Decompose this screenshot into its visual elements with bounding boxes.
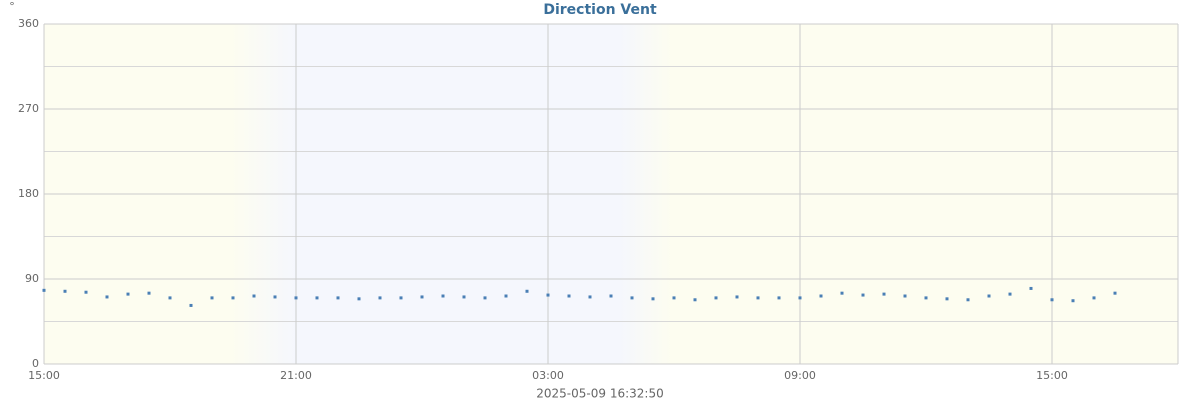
- data-point: [399, 296, 403, 300]
- data-point: [819, 294, 823, 298]
- data-point: [1092, 296, 1096, 300]
- data-point: [294, 296, 298, 300]
- data-point: [588, 295, 592, 299]
- y-tick-label: 270: [18, 102, 39, 115]
- data-point: [882, 292, 886, 296]
- data-point: [546, 293, 550, 297]
- data-point: [525, 289, 529, 293]
- data-point: [483, 296, 487, 300]
- data-point: [609, 294, 613, 298]
- y-tick-label: 0: [32, 357, 39, 370]
- data-point: [315, 296, 319, 300]
- data-point: [945, 297, 949, 301]
- data-point: [567, 294, 571, 298]
- x-tick-label: 15:00: [28, 369, 60, 382]
- data-point: [798, 296, 802, 300]
- data-point: [378, 296, 382, 300]
- data-point: [630, 296, 634, 300]
- data-point: [189, 303, 193, 307]
- data-point: [210, 296, 214, 300]
- x-tick-label: 21:00: [280, 369, 312, 382]
- data-point: [651, 297, 655, 301]
- x-tick-label: 03:00: [532, 369, 564, 382]
- data-point: [84, 290, 88, 294]
- data-point: [777, 296, 781, 300]
- footer-timestamp: 2025-05-09 16:32:50: [536, 387, 663, 401]
- data-point: [273, 295, 277, 299]
- data-point: [1050, 298, 1054, 302]
- data-point: [231, 296, 235, 300]
- unit-label: °: [9, 0, 15, 13]
- data-point: [63, 289, 67, 293]
- data-point: [966, 298, 970, 302]
- data-point: [126, 292, 130, 296]
- y-tick-label: 180: [18, 187, 39, 200]
- data-point: [756, 296, 760, 300]
- x-tick-label: 09:00: [784, 369, 816, 382]
- y-tick-label: 90: [25, 272, 39, 285]
- data-point: [1071, 299, 1075, 303]
- data-point: [840, 291, 844, 295]
- data-point: [903, 294, 907, 298]
- data-point: [1008, 292, 1012, 296]
- data-point: [672, 296, 676, 300]
- chart-title: Direction Vent: [543, 2, 657, 18]
- data-point: [693, 298, 697, 302]
- data-point: [735, 295, 739, 299]
- y-tick-label: 360: [18, 17, 39, 30]
- data-point: [336, 296, 340, 300]
- data-point: [1113, 291, 1117, 295]
- data-point: [147, 291, 151, 295]
- data-point: [441, 294, 445, 298]
- data-point: [714, 296, 718, 300]
- data-point: [105, 295, 109, 299]
- data-point: [42, 288, 46, 292]
- data-point: [252, 294, 256, 298]
- data-point: [504, 294, 508, 298]
- data-point: [924, 296, 928, 300]
- data-point: [987, 294, 991, 298]
- data-point: [861, 293, 865, 297]
- data-point: [462, 295, 466, 299]
- data-point: [420, 295, 424, 299]
- data-point: [357, 297, 361, 301]
- data-point: [1029, 286, 1033, 290]
- data-point: [168, 296, 172, 300]
- x-tick-label: 15:00: [1036, 369, 1068, 382]
